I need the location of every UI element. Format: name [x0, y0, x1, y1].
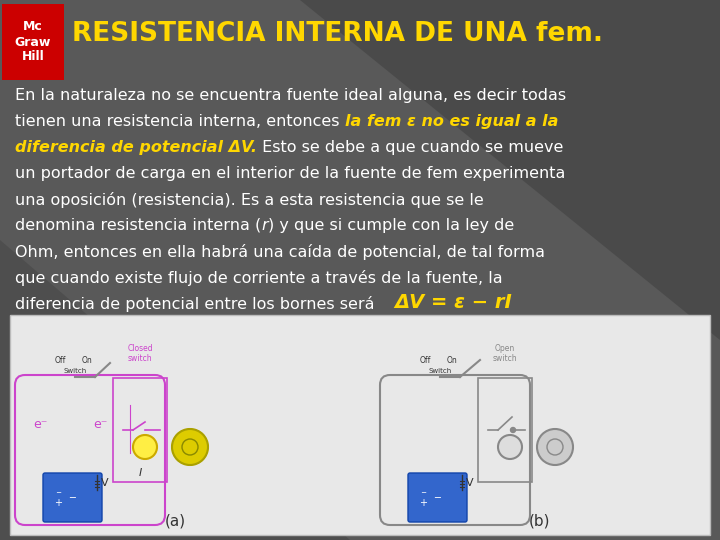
Text: e⁻: e⁻	[33, 418, 48, 431]
Text: Switch: Switch	[63, 368, 86, 374]
Text: (a): (a)	[164, 513, 186, 528]
FancyBboxPatch shape	[2, 4, 64, 80]
FancyBboxPatch shape	[43, 473, 102, 522]
Text: diferencia de potencial ΔV.: diferencia de potencial ΔV.	[15, 140, 257, 155]
Circle shape	[537, 429, 573, 465]
Text: +: +	[419, 498, 427, 508]
Polygon shape	[0, 240, 350, 540]
Text: Esto se debe a que cuando se mueve: Esto se debe a que cuando se mueve	[257, 140, 563, 155]
Text: V: V	[102, 478, 109, 488]
Text: V: V	[466, 478, 474, 488]
Text: una oposición (resistencia). Es a esta resistencia que se le: una oposición (resistencia). Es a esta r…	[15, 192, 484, 208]
Text: Ohm, entonces en ella habrá una caída de potencial, de tal forma: Ohm, entonces en ella habrá una caída de…	[15, 244, 545, 260]
Text: +: +	[54, 498, 62, 508]
Text: un portador de carga en el interior de la fuente de fem experimenta: un portador de carga en el interior de l…	[15, 166, 565, 181]
Text: Open
switch: Open switch	[492, 343, 517, 363]
FancyBboxPatch shape	[408, 473, 467, 522]
Text: ─: ─	[56, 490, 60, 496]
Text: tienen una resistencia interna, entonces: tienen una resistencia interna, entonces	[15, 114, 345, 129]
Text: Switch: Switch	[428, 368, 451, 374]
Text: ─: ─	[421, 490, 425, 496]
Text: Mc
Graw
Hill: Mc Graw Hill	[15, 21, 51, 64]
Text: ΔV = ε − rI: ΔV = ε − rI	[395, 293, 512, 312]
Text: diferencia de potencial entre los bornes será: diferencia de potencial entre los bornes…	[15, 296, 374, 312]
Text: On: On	[446, 356, 457, 365]
Text: denomina resistencia interna (: denomina resistencia interna (	[15, 218, 261, 233]
Text: I: I	[138, 468, 142, 478]
Text: e⁻: e⁻	[93, 418, 107, 431]
Text: Off: Off	[419, 356, 431, 365]
Text: Off: Off	[54, 356, 66, 365]
Circle shape	[510, 428, 516, 433]
Circle shape	[172, 429, 208, 465]
Text: ─: ─	[434, 493, 440, 503]
Text: RESISTENCIA INTERNA DE UNA fem.: RESISTENCIA INTERNA DE UNA fem.	[72, 21, 603, 47]
Text: (b): (b)	[529, 513, 551, 528]
Text: r: r	[261, 218, 268, 233]
Text: ) y que si cumple con la ley de: ) y que si cumple con la ley de	[268, 218, 514, 233]
Polygon shape	[300, 0, 720, 340]
Text: la fem ε no es igual a la: la fem ε no es igual a la	[345, 114, 558, 129]
Text: On: On	[81, 356, 92, 365]
Circle shape	[498, 435, 522, 459]
Text: ─: ─	[69, 493, 75, 503]
Text: En la naturaleza no se encuentra fuente ideal alguna, es decir todas: En la naturaleza no se encuentra fuente …	[15, 88, 566, 103]
Text: Closed
switch: Closed switch	[127, 343, 153, 363]
FancyBboxPatch shape	[10, 315, 710, 535]
Text: que cuando existe flujo de corriente a través de la fuente, la: que cuando existe flujo de corriente a t…	[15, 270, 503, 286]
Circle shape	[133, 435, 157, 459]
